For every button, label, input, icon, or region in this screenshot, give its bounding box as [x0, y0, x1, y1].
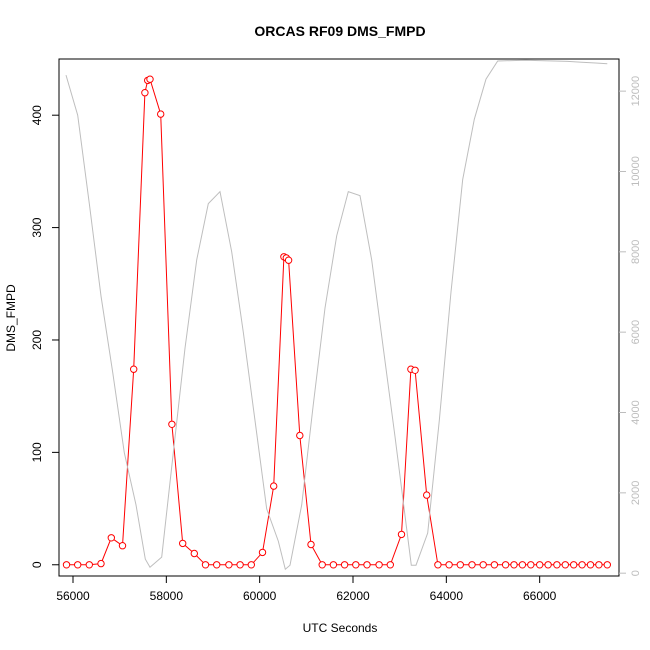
data-point	[258, 548, 267, 557]
data-point	[130, 365, 138, 373]
x-tick-label: 60000	[243, 589, 277, 603]
primary-series-line	[66, 78, 608, 566]
data-point	[490, 561, 499, 569]
x-tick-label: 62000	[336, 589, 370, 603]
data-point	[518, 561, 527, 569]
data-point	[363, 561, 371, 569]
y-axis-label: DMS_FMPD	[4, 284, 18, 352]
chart-title: ORCAS RF09 DMS_FMPD	[254, 23, 425, 39]
x-axis-label: UTC Seconds	[303, 621, 378, 635]
data-point	[168, 420, 176, 428]
data-point	[270, 482, 278, 490]
data-point	[118, 542, 127, 550]
data-point	[190, 549, 199, 558]
data-point	[340, 561, 349, 569]
data-point	[284, 256, 293, 264]
data-point	[307, 540, 315, 549]
data-point	[578, 561, 586, 569]
data-point	[74, 561, 82, 569]
data-point	[536, 561, 544, 569]
left-axis: 0 100 200 300 400	[30, 105, 59, 568]
data-point	[423, 491, 431, 499]
data-point	[62, 561, 71, 569]
data-point	[107, 534, 116, 542]
data-point	[157, 110, 165, 118]
y-tick-label: 100	[30, 442, 44, 462]
y2-tick-label: 4000	[630, 400, 642, 424]
x-tick-label: 56000	[56, 589, 90, 603]
data-point	[411, 366, 419, 374]
y-tick-label: 300	[30, 217, 44, 237]
y2-tick-label: 6000	[630, 320, 642, 344]
plot-frame	[58, 58, 620, 577]
data-point	[352, 561, 360, 569]
data-point	[97, 559, 105, 568]
data-point	[603, 561, 611, 569]
data-point	[456, 561, 464, 569]
data-point	[329, 561, 338, 569]
data-point	[179, 539, 187, 548]
data-point	[510, 561, 518, 569]
data-point	[570, 561, 578, 569]
data-point	[375, 561, 383, 569]
y2-tick-label: 12000	[630, 76, 642, 107]
y2-tick-label: 0	[630, 570, 642, 576]
right-axis: 0 2000 4000 6000 8000 10000 12000	[619, 76, 642, 576]
x-tick-label: 58000	[150, 589, 184, 603]
data-point	[468, 561, 476, 569]
data-point	[527, 561, 535, 569]
series-layer	[62, 59, 611, 571]
data-point	[236, 561, 244, 569]
data-point	[595, 561, 603, 569]
data-point	[213, 561, 221, 569]
data-point	[397, 530, 406, 539]
data-point	[146, 75, 154, 83]
data-point	[561, 561, 569, 569]
y2-tick-label: 8000	[630, 240, 642, 264]
data-point	[225, 561, 233, 569]
data-point	[386, 561, 394, 569]
data-point	[247, 561, 256, 569]
x-tick-label: 66000	[523, 589, 557, 603]
data-point	[85, 561, 94, 569]
bottom-axis: 56000 58000 60000 62000 64000 66000	[56, 576, 557, 603]
data-point	[445, 561, 453, 569]
data-point	[586, 561, 595, 569]
data-point	[553, 561, 561, 569]
data-point	[479, 561, 487, 569]
y2-tick-label: 2000	[630, 481, 642, 505]
data-point	[501, 561, 510, 569]
y2-tick-label: 10000	[630, 156, 642, 187]
y-tick-label: 0	[30, 561, 44, 568]
data-point	[544, 561, 552, 569]
secondary-series-line	[65, 59, 608, 571]
x-tick-label: 64000	[430, 589, 464, 603]
y-tick-label: 200	[30, 330, 44, 350]
data-point	[434, 561, 442, 569]
data-point	[296, 431, 304, 440]
y-tick-label: 400	[30, 105, 44, 125]
data-point	[141, 89, 149, 97]
data-point	[318, 561, 326, 569]
data-point	[201, 561, 210, 569]
